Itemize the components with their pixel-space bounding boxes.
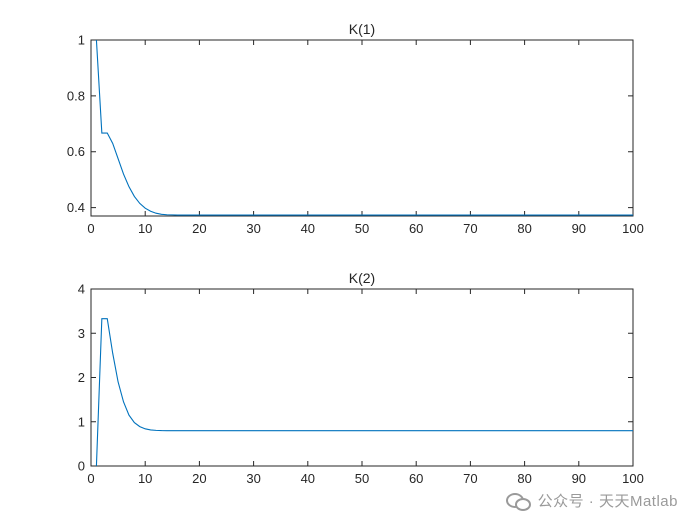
watermark: 公众号 · 天天Matlab [505,490,678,511]
x-tick-label: 60 [409,471,423,486]
x-tick-label: 20 [192,221,206,236]
series-line [95,39,633,216]
y-tick-label: 1 [78,414,85,429]
x-tick-label: 100 [622,471,644,486]
x-tick-label: 30 [246,471,260,486]
wechat-icon [505,492,532,511]
subplot-k1: K(1) 0 10 20 30 40 50 60 70 80 90 100 0.4 0.6 0.8 1 [67,21,644,236]
axes-box [90,288,634,467]
y-tick-label: 2 [78,370,85,385]
y-tick-label: 3 [78,326,85,341]
x-tick-label: 40 [301,471,315,486]
x-tick-label: 60 [409,221,423,236]
subplot-k2: K(2) 0 10 20 30 40 50 60 70 80 90 100 0 1 2 3 4 [78,270,644,486]
axes-box [90,39,634,217]
x-tick-label: 100 [622,221,644,236]
y-tick-label: 0 [78,459,85,474]
x-tick-label: 50 [355,471,369,486]
x-tick-label: 90 [572,221,586,236]
x-tick-label: 10 [138,221,152,236]
y-tick-label: 0.8 [67,88,85,103]
x-tick-label: 80 [517,471,531,486]
plot-title: K(1) [349,21,375,37]
y-tick-label: 4 [78,282,85,297]
plot-title: K(2) [349,270,375,286]
y-tick-label: 0.4 [67,200,85,215]
series-line [95,318,633,467]
x-tick-label: 10 [138,471,152,486]
x-tick-label: 80 [517,221,531,236]
x-tick-label: 70 [463,221,477,236]
x-tick-label: 0 [87,221,94,236]
x-tick-label: 30 [246,221,260,236]
x-tick-label: 0 [87,471,94,486]
y-tick-label: 1 [78,33,85,48]
y-tick-label: 0.6 [67,144,85,159]
x-tick-label: 90 [572,471,586,486]
x-tick-label: 20 [192,471,206,486]
x-tick-label: 70 [463,471,477,486]
x-tick-label: 40 [301,221,315,236]
x-tick-label: 50 [355,221,369,236]
watermark-text: 公众号 · 天天Matlab [537,493,678,510]
